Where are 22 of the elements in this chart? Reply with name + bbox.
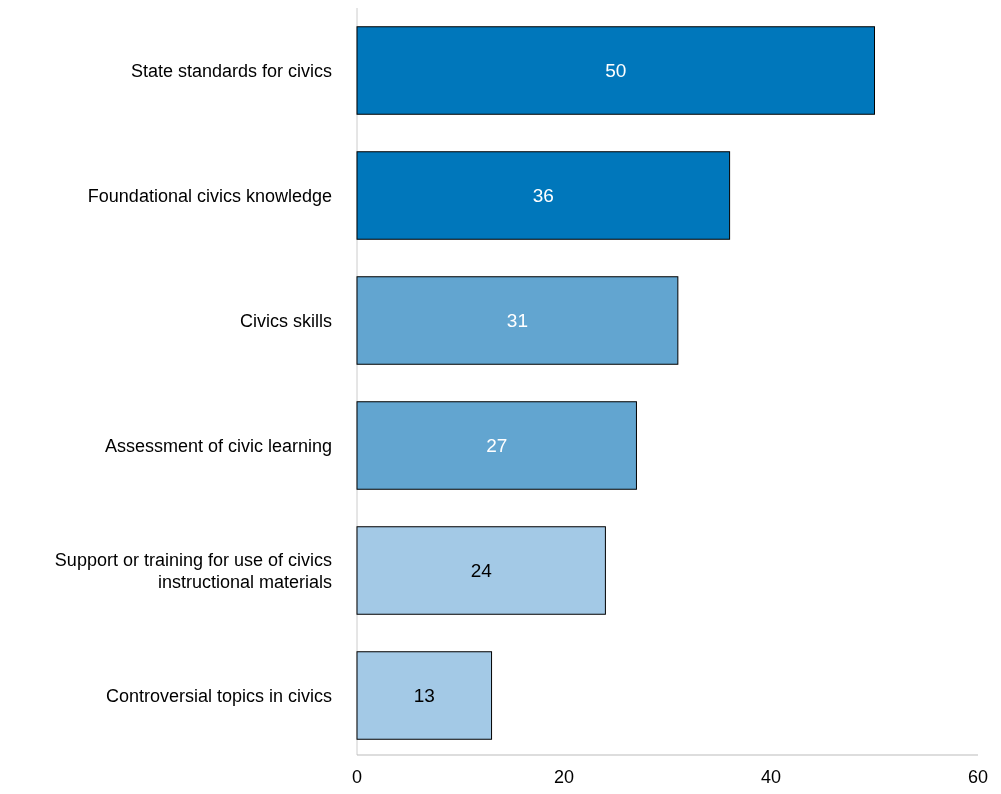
x-tick-label: 20 [553, 767, 575, 787]
x-tick-label: 40 [760, 767, 782, 787]
bar [356, 26, 875, 115]
data-label: 27 [486, 435, 508, 457]
y-tick-label: Support or training for use of civics instructional materials [54, 549, 332, 592]
data-label: 31 [506, 310, 528, 332]
bar [356, 276, 679, 365]
y-tick-label: Assessment of civic learning [104, 435, 332, 456]
x-tick-label: 60 [967, 767, 989, 787]
data-label: 24 [470, 560, 493, 582]
x-tick-label: 0 [351, 767, 363, 787]
y-tick-label: Civics skills [240, 310, 332, 331]
y-tick-label: State standards for civics [130, 60, 332, 81]
data-label: 50 [605, 60, 627, 82]
bar [356, 526, 606, 615]
bar [356, 401, 637, 490]
bar [356, 151, 731, 240]
y-tick-label: Controversial topics in civics [105, 685, 332, 706]
data-label: 13 [413, 685, 435, 707]
data-label: 36 [532, 185, 554, 207]
y-tick-label: Foundational civics knowledge [87, 185, 332, 206]
bar [356, 651, 493, 740]
